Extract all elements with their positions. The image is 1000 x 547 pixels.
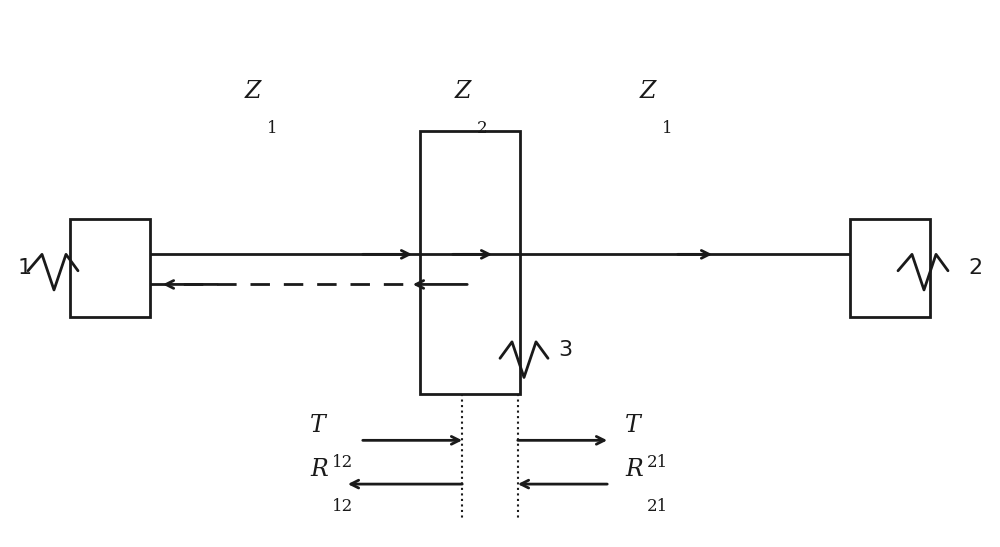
Text: T: T bbox=[625, 414, 641, 437]
Text: Z: Z bbox=[245, 80, 261, 103]
Text: 2: 2 bbox=[477, 120, 488, 137]
Text: 1: 1 bbox=[662, 120, 673, 137]
Bar bbox=[850, 219, 930, 317]
Text: 2: 2 bbox=[968, 258, 982, 278]
Text: 21: 21 bbox=[647, 454, 668, 471]
Text: Z: Z bbox=[455, 80, 471, 103]
Text: Z: Z bbox=[640, 80, 656, 103]
Text: R: R bbox=[310, 458, 328, 481]
Text: T: T bbox=[310, 414, 326, 437]
Text: 12: 12 bbox=[332, 454, 353, 471]
Text: 1: 1 bbox=[18, 258, 32, 278]
Text: 3: 3 bbox=[558, 340, 572, 360]
Bar bbox=[420, 131, 520, 394]
Text: 1: 1 bbox=[267, 120, 278, 137]
Text: 21: 21 bbox=[647, 498, 668, 515]
Text: 12: 12 bbox=[332, 498, 353, 515]
Bar bbox=[70, 219, 150, 317]
Text: R: R bbox=[625, 458, 643, 481]
